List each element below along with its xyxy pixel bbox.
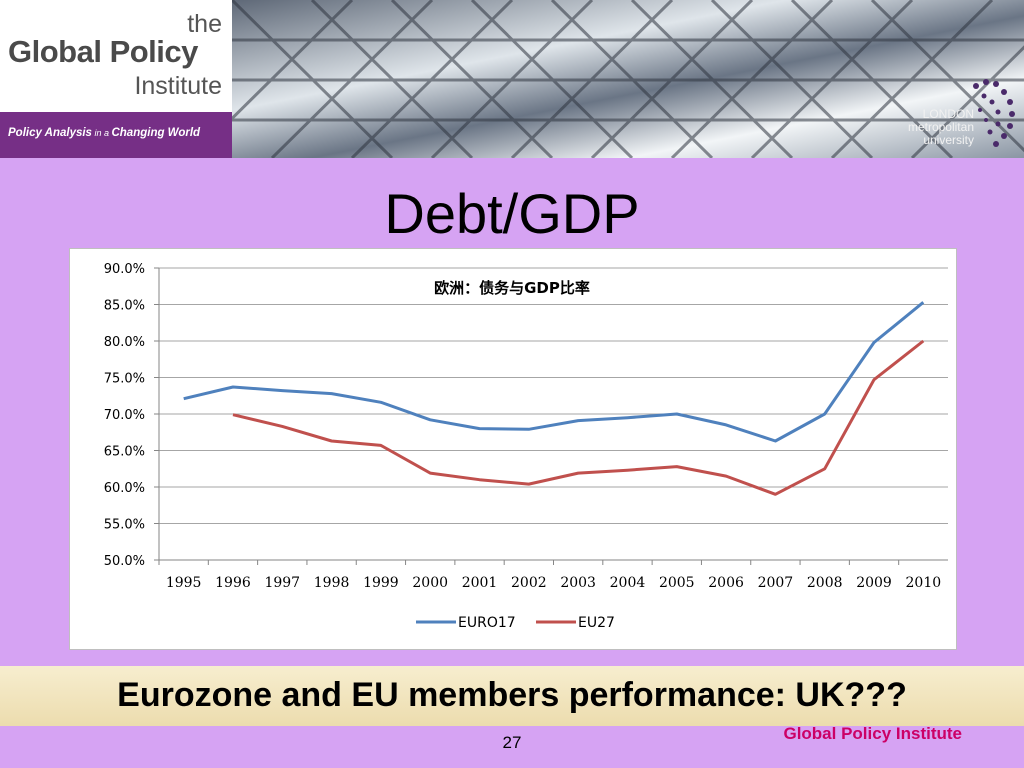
- building-glass-image: [232, 0, 1024, 158]
- series-line-euro17: [183, 301, 925, 443]
- debt-gdp-line-chart: 90.0% 85.0% 80.0% 75.0% 70.0% 65.0% 60.0% 55.0%…: [104, 262, 948, 631]
- x-tick-label: 2004: [610, 575, 646, 591]
- y-tick-label: 90.0%: [104, 262, 145, 277]
- lmu-dots-icon: [973, 79, 1015, 147]
- logo-sub-text: Institute: [134, 72, 222, 100]
- x-tick-label: 1999: [363, 575, 399, 591]
- x-tick-label: 1998: [314, 575, 350, 591]
- chart-legend: EURO17 EU27: [416, 615, 615, 631]
- x-tick-label: 1997: [264, 575, 300, 591]
- slide-title: Debt/GDP: [384, 182, 640, 245]
- tagline-bar: Policy Analysis in a Changing World: [0, 112, 232, 158]
- footer-organization: Global Policy Institute: [783, 724, 962, 743]
- header-banner: the Global Policy Institute Policy Analy…: [0, 0, 1024, 158]
- x-tick-label: 2000: [412, 575, 448, 591]
- chart-gridlines: [158, 267, 948, 561]
- series-line-eu27: [232, 339, 925, 496]
- lmu-line-2: metropolitan: [907, 120, 974, 134]
- chart-panel: 90.0% 85.0% 80.0% 75.0% 70.0% 65.0% 60.0% 55.0%…: [69, 248, 957, 650]
- y-tick-label: 55.0%: [104, 518, 145, 533]
- y-tick-label: 50.0%: [104, 554, 145, 569]
- x-tick-label: 2005: [659, 575, 695, 591]
- y-tick-label: 65.0%: [104, 445, 145, 460]
- y-tick-label: 75.0%: [104, 372, 145, 387]
- x-tick-label: 2010: [906, 575, 942, 591]
- y-axis-ticks: 90.0% 85.0% 80.0% 75.0% 70.0% 65.0% 60.0% 55.0%…: [104, 262, 159, 569]
- x-tick-label: 2007: [758, 575, 794, 591]
- x-tick-label: 2002: [511, 575, 547, 591]
- x-axis-ticks: 1995 1996 1997 1998 1999 2000 2001 2002 2003 2004…: [158, 560, 942, 591]
- x-tick-label: 2006: [708, 575, 744, 591]
- x-tick-label: 2001: [462, 575, 498, 591]
- legend-label: EURO17: [458, 615, 516, 631]
- legend-label: EU27: [578, 615, 615, 631]
- slide-subtitle: Eurozone and EU members performance: UK?…: [117, 676, 907, 714]
- chart-title: 欧洲：债务与GDP比率: [434, 279, 590, 297]
- page-number: 27: [502, 733, 522, 752]
- lmu-line-1: LONDON: [922, 107, 974, 121]
- chart-series: [183, 301, 925, 496]
- gpi-logo: the Global Policy Institute: [0, 0, 232, 112]
- lmu-line-3: university: [923, 133, 974, 147]
- subtitle-bar: Eurozone and EU members performance: UK?…: [0, 666, 1024, 726]
- y-tick-label: 80.0%: [104, 335, 145, 350]
- tagline-part-1: Policy Analysis: [8, 127, 92, 139]
- y-tick-label: 70.0%: [104, 408, 145, 423]
- x-tick-label: 1995: [166, 575, 202, 591]
- tagline-part-2: in a: [91, 128, 112, 138]
- logo-the-text: the: [187, 10, 222, 38]
- tagline-part-3: Changing World: [111, 127, 201, 139]
- lmu-logo-text: LONDON metropolitan university: [908, 108, 974, 147]
- x-tick-label: 2009: [856, 575, 892, 591]
- x-tick-label: 2003: [560, 575, 596, 591]
- x-tick-label: 2008: [807, 575, 843, 591]
- y-tick-label: 85.0%: [104, 299, 145, 314]
- x-tick-label: 1996: [215, 575, 251, 591]
- tagline: Policy Analysis in a Changing World: [8, 127, 200, 139]
- logo-main-text: Global Policy: [8, 34, 198, 69]
- y-tick-label: 60.0%: [104, 481, 145, 496]
